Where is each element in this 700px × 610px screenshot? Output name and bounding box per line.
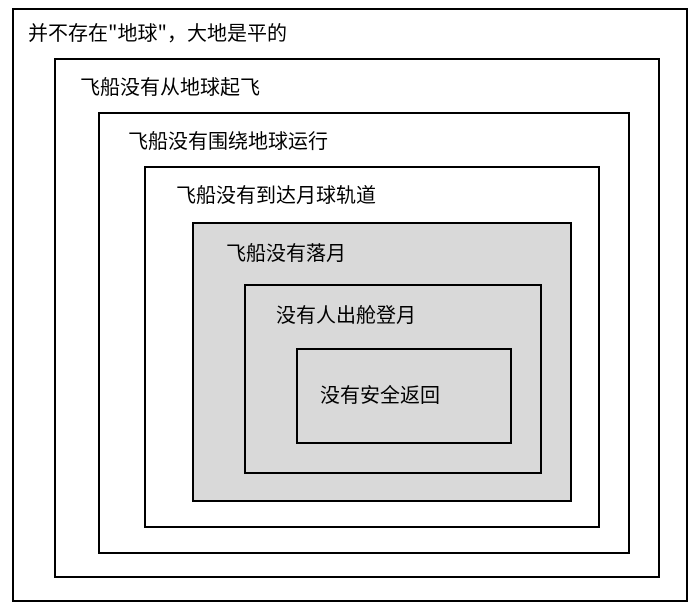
box-label-b4: 飞船没有落月 bbox=[226, 240, 346, 264]
box-label-b5: 没有人出舱登月 bbox=[276, 302, 416, 326]
box-label-b1: 飞船没有从地球起飞 bbox=[80, 74, 260, 98]
box-label-b3: 飞船没有到达月球轨道 bbox=[176, 182, 376, 206]
box-label-b6: 没有安全返回 bbox=[320, 382, 440, 406]
box-label-b0: 并不存在"地球"，大地是平的 bbox=[28, 20, 287, 44]
box-label-b2: 飞船没有围绕地球运行 bbox=[128, 128, 328, 152]
